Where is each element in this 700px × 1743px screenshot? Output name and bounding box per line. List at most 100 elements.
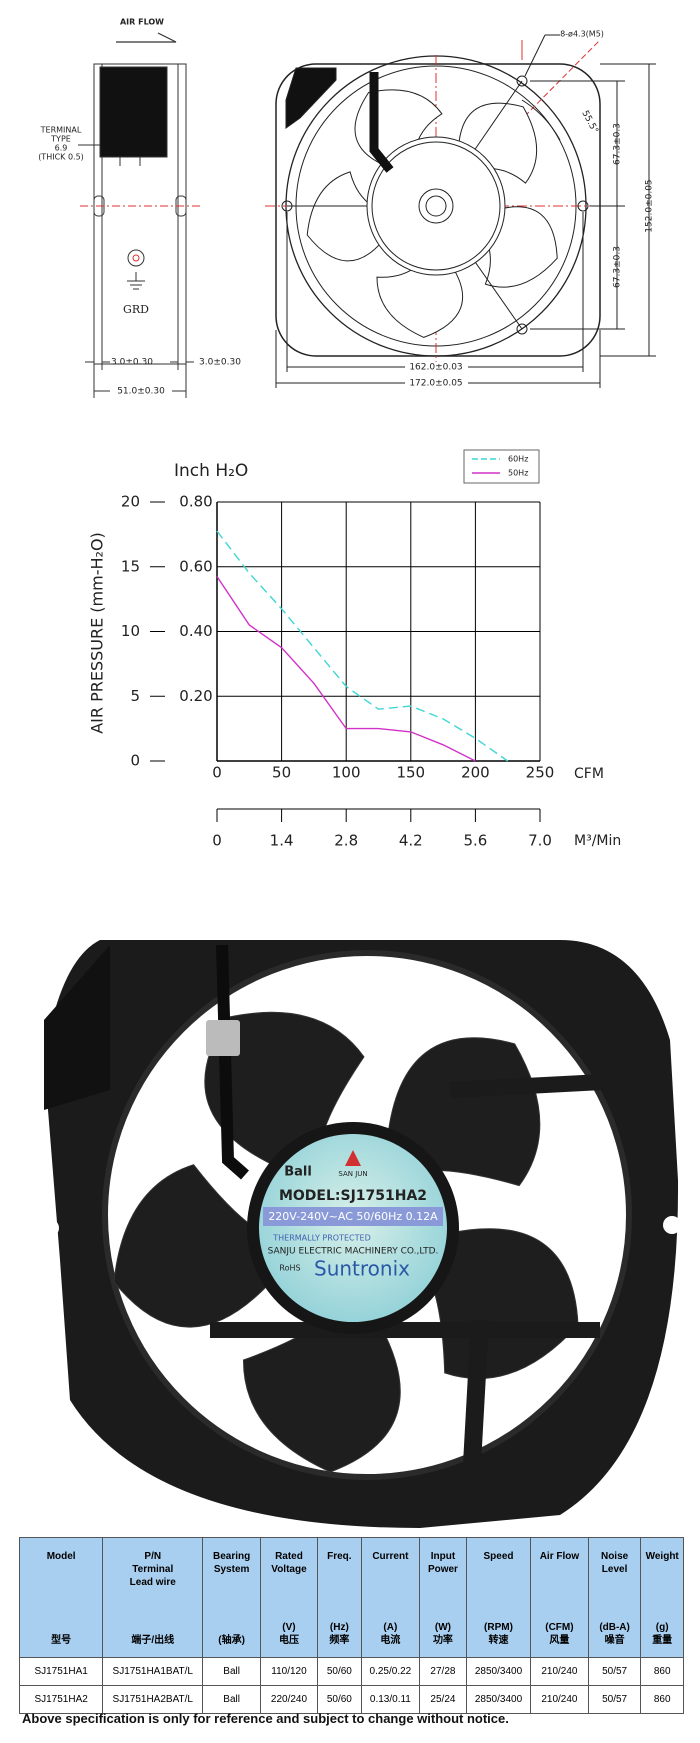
header-text: Current: [372, 1551, 409, 1562]
x-tick-label: 150: [396, 764, 425, 782]
blade: [306, 171, 385, 262]
header-cell: Current (A) 电流: [360, 1537, 420, 1658]
y2-axis-title: AIR PRESSURE (mm-H₂O): [88, 532, 107, 734]
terminal-label: 6.9: [55, 144, 68, 153]
path: [461, 1319, 489, 1501]
table-cell: 0.25/0.22: [360, 1657, 420, 1686]
label-model: MODEL:SJ1751HA2: [279, 1188, 427, 1204]
blade: [376, 264, 464, 338]
dimension: 3.0±0.30: [111, 358, 153, 368]
header-en: Input Power: [420, 1550, 466, 1576]
label-mark: SAN JUN: [338, 1170, 367, 1178]
line: [524, 34, 546, 77]
path: [449, 1072, 641, 1098]
circle: [259, 1134, 447, 1322]
front-hub: [275, 34, 656, 388]
header-text: 电压: [278, 1635, 299, 1646]
table-cell: 210/240: [530, 1685, 589, 1714]
dimension: 162.0±0.03: [409, 363, 462, 373]
header-en: Rated Voltage: [261, 1550, 317, 1576]
header-zh: (dB-A) 噪音: [589, 1621, 641, 1647]
header-en: Air Flow: [531, 1550, 588, 1563]
path: [369, 72, 394, 173]
polygon: [285, 67, 337, 129]
header-box: Air Flow (CFM) 风量: [531, 1550, 588, 1657]
table-cell: 210/240: [530, 1657, 589, 1686]
x2-axis-title: M³/Min: [574, 833, 621, 849]
header-text: 端子/出线: [131, 1635, 175, 1646]
x2-tick-label: 0: [212, 832, 222, 850]
table-cell: Ball: [202, 1685, 262, 1714]
series-line: [216, 576, 476, 762]
header-en: Model: [20, 1550, 102, 1563]
label-rohs: RoHS: [279, 1264, 300, 1273]
polyline: [116, 32, 177, 43]
spec-table: Model 型号 P/N Terminal Lead wire 端子/出线 Bearing S…: [18, 1537, 684, 1714]
header-en: Noise Level: [589, 1550, 641, 1576]
path: [521, 99, 561, 141]
rect: [99, 66, 168, 158]
label-maker: SANJU ELECTRIC MACHINERY CO.,LTD.: [268, 1247, 439, 1257]
x-tick-label: 250: [526, 764, 555, 782]
path: [345, 1150, 361, 1166]
header-text: 型号: [51, 1635, 72, 1646]
table-cell: 110/120: [260, 1657, 318, 1686]
table-cell: 860: [640, 1685, 684, 1714]
header-box: Noise Level (dB-A) 噪音: [589, 1550, 641, 1657]
circle: [418, 188, 454, 224]
header-zh: (A) 电流: [362, 1621, 419, 1647]
header-box: Speed (RPM) 转速: [467, 1550, 530, 1657]
x2-tick-label: 7.0: [528, 832, 552, 850]
header-cell: Noise Level (dB-A) 噪音: [587, 1537, 642, 1658]
rect: [263, 1207, 443, 1226]
table-cell: SJ1751HA1BAT/L: [102, 1657, 204, 1686]
header-text: 重量: [652, 1635, 673, 1646]
header-text: (dB-A): [599, 1622, 630, 1633]
label-brand: Suntronix: [314, 1257, 410, 1281]
y-tick-label: 0.80: [179, 493, 212, 511]
header-zh: (g) 重量: [641, 1621, 683, 1647]
header-box: Current (A) 电流: [362, 1550, 419, 1657]
dimension: 67.3±0.3: [613, 123, 623, 165]
series-line: [216, 530, 509, 762]
header-text: (Hz): [329, 1622, 349, 1633]
table-cell: 25/24: [418, 1685, 467, 1714]
header-text: 风量: [549, 1635, 570, 1646]
header-box: Weight (g) 重量: [641, 1550, 683, 1657]
header-zh: (W) 功率: [420, 1621, 466, 1647]
dimension: 172.0±0.05: [409, 379, 462, 389]
header-box: Input Power (W) 功率: [420, 1550, 466, 1657]
blade: [484, 206, 558, 288]
x2-tick-label: 5.6: [463, 832, 487, 850]
header-cell: Freq. (Hz) 频率: [316, 1537, 362, 1658]
air-flow-label: AIR FLOW: [120, 18, 164, 27]
header-cell: Rated Voltage (V) 电压: [260, 1537, 318, 1658]
dimension: 51.0±0.30: [117, 387, 165, 397]
y2-tick-label: 20: [121, 493, 140, 511]
header-en: Bearing System: [203, 1550, 260, 1576]
circle: [132, 254, 140, 262]
rect: [206, 1020, 240, 1056]
x-tick-label: 50: [272, 764, 291, 782]
header-text: (RPM): [484, 1622, 513, 1633]
header-row: Model 型号 P/N Terminal Lead wire 端子/出线 Bearing S…: [18, 1537, 684, 1658]
header-en: Speed: [467, 1550, 530, 1563]
header-zh: 型号: [20, 1634, 102, 1647]
header-text: Rated: [275, 1551, 303, 1562]
header-text: System: [213, 1564, 250, 1575]
header-text: (W): [434, 1622, 451, 1633]
y2-tick-label: 5: [130, 687, 140, 705]
header-text: (V): [282, 1622, 296, 1633]
header-text: Freq.: [327, 1551, 352, 1562]
legend-box: [463, 449, 540, 484]
header-text: P/N: [144, 1551, 162, 1562]
x2-tick-label: 1.4: [270, 832, 294, 850]
x-axis-title: CFM: [574, 766, 604, 782]
y2-tick-label: 0: [130, 752, 140, 770]
header-text: Input: [430, 1551, 456, 1562]
header-text: (A): [383, 1622, 398, 1633]
figure: AIR FLOW TERMINAL TYPE 6.9 (THICK 0.5) G…: [38, 17, 679, 1528]
header-text: (g): [655, 1622, 669, 1633]
table-cell: 2850/3400: [465, 1657, 532, 1686]
legend-label: 50Hz: [508, 469, 528, 478]
